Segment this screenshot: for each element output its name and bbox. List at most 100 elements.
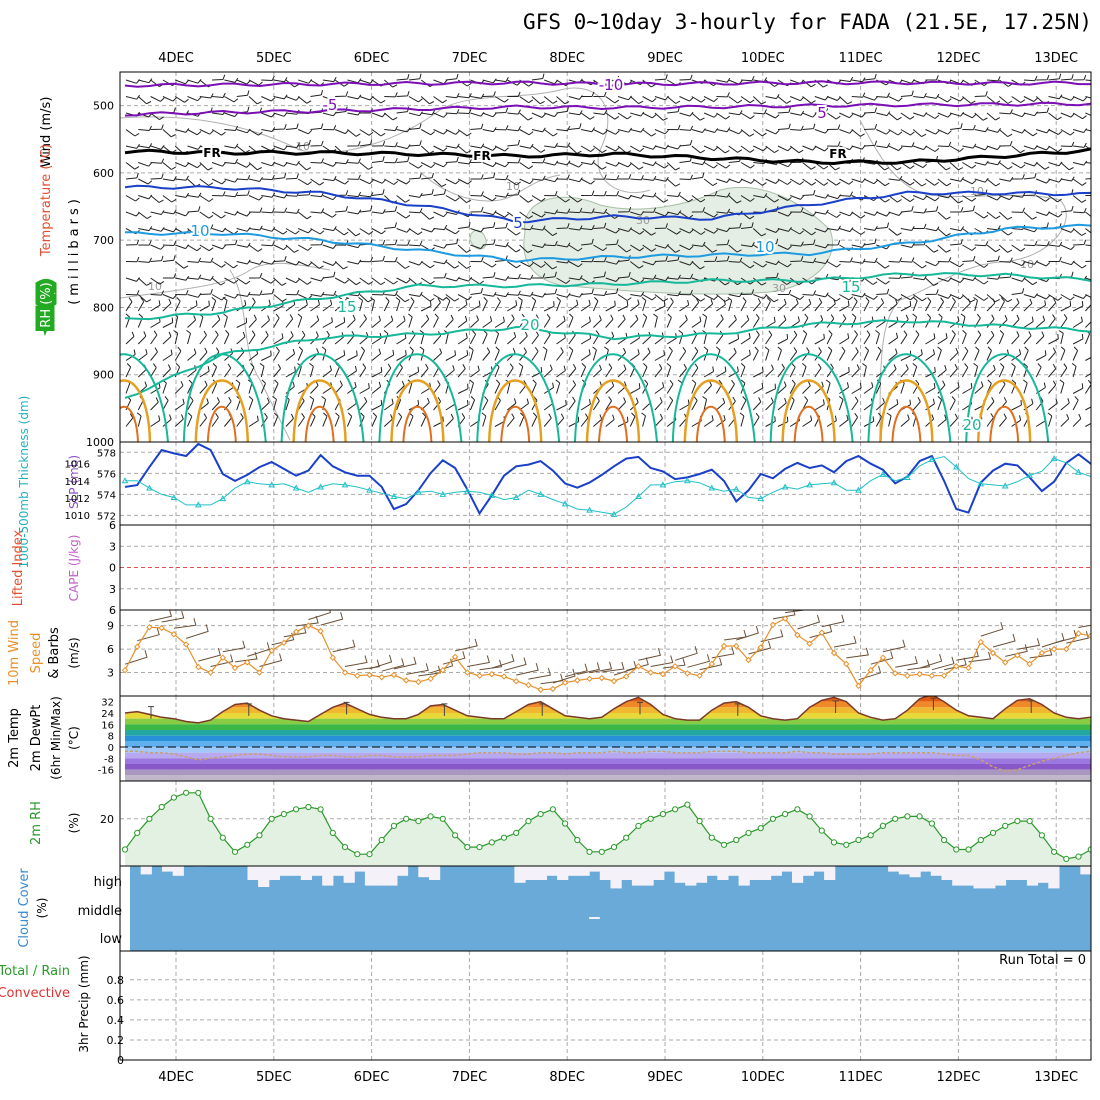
panel-frame	[119, 609, 1092, 697]
wind-barb	[642, 207, 657, 213]
rh2m-point	[280, 811, 287, 818]
wind-barb	[642, 161, 657, 167]
wind10-point	[415, 678, 422, 686]
wind-barb	[1048, 380, 1057, 394]
isotherm-surface-teal	[378, 353, 463, 442]
wind-barb	[986, 128, 1002, 133]
thickness-point	[928, 456, 936, 463]
wind-barb	[1035, 261, 1051, 267]
wind-barb	[802, 415, 813, 427]
rh2m-point	[390, 822, 397, 830]
wind-barb	[568, 162, 583, 168]
wind-barb	[999, 162, 1013, 170]
wind-barb	[1072, 160, 1088, 166]
rh-contour-label: 30	[636, 214, 650, 227]
wind-barb	[1085, 112, 1091, 116]
isotherm--10	[124, 80, 1091, 88]
temp2m-band	[125, 730, 1091, 736]
wind-barb	[716, 239, 730, 246]
wind-barb	[900, 195, 915, 203]
wind-barb	[679, 139, 693, 147]
wind10-barb	[454, 638, 478, 652]
rh2m-point	[537, 811, 544, 818]
cloud-high-gap	[172, 866, 184, 876]
wind-barb	[408, 123, 422, 130]
wind-barb	[888, 129, 903, 136]
wind-barb	[617, 271, 631, 279]
wind-barb	[273, 162, 288, 167]
wind-barb	[679, 399, 690, 411]
wind-barb	[679, 289, 693, 296]
wind-barb	[297, 162, 312, 171]
wind-barb	[691, 96, 706, 103]
wind-barb	[962, 178, 977, 185]
wind-barb	[1023, 96, 1038, 102]
wind-barb	[863, 73, 877, 81]
wind-barb	[470, 123, 484, 130]
wind-barb	[224, 158, 239, 165]
wind10-barb	[369, 654, 393, 670]
wind-barb	[162, 255, 176, 262]
wind-barb	[285, 160, 300, 166]
rh2m-point	[818, 827, 825, 834]
cloud-high-gap	[728, 866, 740, 876]
wind-barb	[1048, 195, 1062, 203]
wind-barb	[248, 314, 257, 328]
wind-barb	[224, 77, 239, 83]
wind-barb	[125, 297, 133, 312]
wind-barb	[666, 297, 674, 312]
wind-barb	[888, 175, 903, 181]
wind-barb	[1085, 406, 1091, 411]
wind-barb	[790, 125, 804, 131]
wind-barb	[814, 259, 829, 264]
wind-barb	[150, 290, 165, 296]
cloud-ylabel-title: Cloud Cover	[17, 868, 32, 948]
rh2m-point	[879, 822, 887, 830]
wind-barb	[568, 207, 583, 214]
wind10-point	[500, 673, 508, 680]
wind-barb	[863, 238, 877, 246]
wind-barb	[949, 162, 964, 171]
wind-barb	[789, 347, 798, 361]
wind-barb	[715, 346, 721, 361]
rh2m-point	[207, 815, 214, 822]
wind10-point	[1050, 645, 1058, 653]
wind-barb	[986, 112, 1001, 121]
wind-barb	[260, 315, 270, 328]
wind10-point	[244, 659, 251, 666]
wind-barb	[863, 382, 874, 394]
cloud-high-gap	[898, 866, 910, 875]
wind-barb	[592, 346, 597, 361]
wind-barb	[531, 314, 540, 328]
wind-barb	[888, 299, 898, 312]
wind-barb	[494, 174, 509, 181]
cloud-high-gap	[162, 866, 174, 872]
wind-barb	[309, 363, 314, 378]
wind-barb	[888, 399, 899, 411]
temp2m-band	[125, 696, 1091, 702]
wind-barb	[949, 176, 965, 182]
wind-barb	[679, 174, 693, 180]
wind-barb	[310, 276, 325, 282]
rh2m-point	[769, 815, 777, 822]
wind-barb	[297, 96, 312, 104]
y-tick-thickness: 572	[97, 511, 116, 522]
wind10-barb	[638, 648, 662, 661]
wind-barb	[875, 298, 885, 312]
cloud-high-gap	[813, 866, 825, 872]
wind-barb	[777, 261, 792, 268]
thickness-point	[219, 495, 227, 502]
wind-barb	[1060, 129, 1075, 136]
wind-barb	[347, 141, 361, 147]
wind10-point	[317, 627, 324, 635]
cloud-high-gap	[642, 866, 654, 886]
wind-barb	[1023, 260, 1038, 265]
cloud-high-gap	[824, 866, 836, 880]
wind-barb	[777, 333, 789, 345]
rh2m-point	[806, 813, 813, 820]
wind-barb	[974, 381, 984, 394]
wind-barb	[347, 209, 362, 215]
wind10-barb	[943, 657, 967, 671]
wind-barb	[137, 277, 152, 286]
wind-barb	[187, 412, 193, 427]
